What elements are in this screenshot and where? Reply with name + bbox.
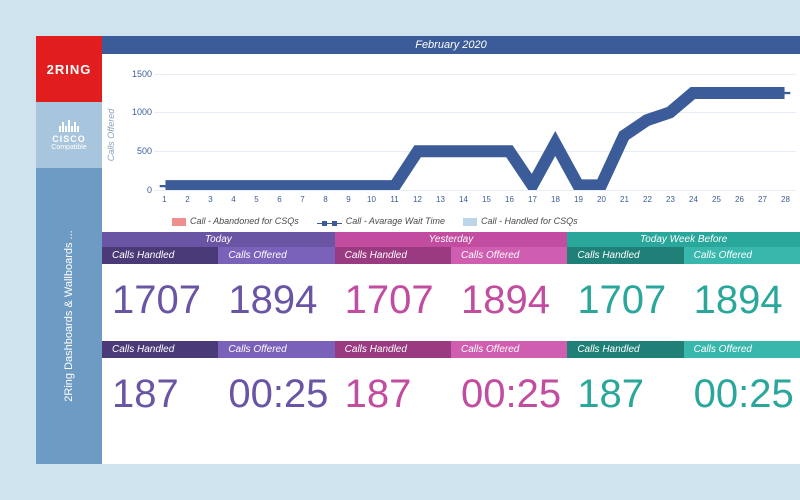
legend-swatch-abandoned <box>172 218 186 226</box>
metric-value: 1894 <box>218 264 334 337</box>
metric-header: Calls Offered <box>451 341 567 358</box>
metric-header: Calls Handled <box>102 341 218 358</box>
metric-value: 187 <box>102 358 218 431</box>
metrics-grid: TodayYesterdayToday Week BeforeCalls Han… <box>102 232 800 431</box>
metric-header: Calls Offered <box>684 247 800 264</box>
chart-title: February 2020 <box>102 36 800 54</box>
legend-swatch-handled <box>463 218 477 226</box>
metric-header: Calls Offered <box>218 247 334 264</box>
main-panel: February 2020 Calls Offered 050010001500… <box>102 36 800 464</box>
metric-header: Calls Handled <box>335 341 451 358</box>
metric-value: 187 <box>335 358 451 431</box>
metric-header: Calls Offered <box>218 341 334 358</box>
metric-header: Calls Handled <box>102 247 218 264</box>
metric-value: 1707 <box>102 264 218 337</box>
metric-header: Calls Handled <box>335 247 451 264</box>
metric-value: 1894 <box>684 264 800 337</box>
sidebar: 2RING CISCO Compatible 2Ring Dashboards … <box>36 36 102 464</box>
metric-value: 00:25 <box>218 358 334 431</box>
chart-legend: Call - Abandoned for CSQs Call - Avarage… <box>102 216 800 232</box>
period-label: Today Week Before <box>567 232 800 247</box>
brand-logo: 2RING <box>36 36 102 102</box>
metric-value: 1894 <box>451 264 567 337</box>
metric-value: 1707 <box>567 264 683 337</box>
legend-line-wait <box>317 221 342 226</box>
metric-header: Calls Offered <box>684 341 800 358</box>
metric-header: Calls Handled <box>567 247 683 264</box>
dashboard-frame: 2RING CISCO Compatible 2Ring Dashboards … <box>36 36 800 464</box>
metric-header: Calls Handled <box>567 341 683 358</box>
period-label: Yesterday <box>335 232 568 247</box>
metric-value: 187 <box>567 358 683 431</box>
cisco-compatible-badge: CISCO Compatible <box>36 102 102 168</box>
calls-offered-chart: Calls Offered 050010001500 1234567891011… <box>102 54 800 216</box>
metric-header: Calls Offered <box>451 247 567 264</box>
metric-value: 1707 <box>335 264 451 337</box>
sidebar-title: 2Ring Dashboards & Wallboards ... <box>36 168 102 464</box>
period-label: Today <box>102 232 335 247</box>
metric-value: 00:25 <box>451 358 567 431</box>
metric-value: 00:25 <box>684 358 800 431</box>
